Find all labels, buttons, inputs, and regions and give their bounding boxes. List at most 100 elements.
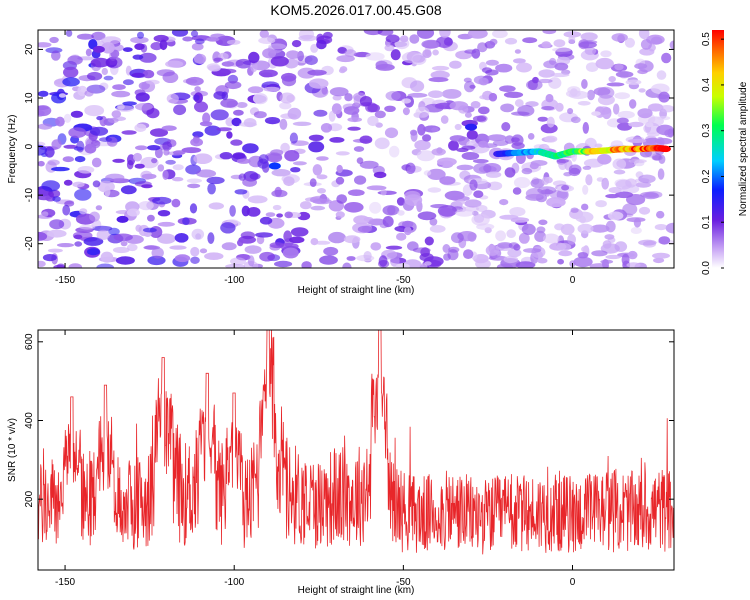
heatmap-cell	[656, 116, 671, 121]
heatmap-cell	[658, 154, 666, 164]
heatmap-cell	[657, 168, 665, 180]
heatmap-cell	[120, 241, 128, 247]
heatmap-cell	[90, 57, 110, 68]
heatmap-cell	[518, 232, 530, 244]
heatmap-cell	[537, 78, 553, 84]
heatmap-cell	[134, 43, 145, 50]
heatmap-cell	[464, 80, 475, 93]
heatmap-cell	[423, 170, 432, 176]
heatmap-cell	[196, 169, 217, 178]
heatmap-cell	[83, 237, 104, 246]
heatmap-cell	[485, 69, 499, 76]
heatmap-hotspot	[465, 123, 478, 131]
heatmap-cell	[38, 144, 47, 156]
heatmap-cell	[541, 106, 555, 111]
heatmap-y-label: Frequency (Hz)	[7, 115, 18, 184]
heatmap-cell	[111, 110, 122, 118]
heatmap-cell	[48, 189, 61, 198]
heatmap-cell	[202, 112, 211, 124]
heatmap-cell	[374, 110, 386, 119]
snr-panel: -150 -100 -50 0 200 400 600 Height of straigh…	[7, 329, 675, 596]
heatmap-cell	[336, 164, 343, 174]
heatmap-cell	[432, 49, 439, 56]
heatmap-cell	[107, 58, 118, 66]
heatmap-cell	[513, 58, 526, 64]
heatmap-cell	[216, 127, 232, 132]
heatmap-cell	[112, 158, 125, 163]
heatmap-cell	[353, 146, 365, 152]
heatmap-cell	[653, 257, 665, 264]
heatmap-cell	[85, 48, 92, 57]
heatmap-cell	[190, 246, 200, 257]
heatmap-cell	[656, 70, 667, 80]
heatmap-cell	[252, 93, 268, 105]
heatmap-cell	[56, 243, 75, 248]
heatmap-cell	[191, 228, 205, 240]
heatmap-cell	[127, 243, 138, 252]
heatmap-cell	[307, 69, 327, 76]
heatmap-cell	[367, 115, 379, 127]
heatmap-cell	[143, 227, 157, 233]
heatmap-cell	[470, 101, 481, 109]
heatmap-cell	[516, 62, 532, 73]
heatmap-cell	[96, 116, 103, 121]
heatmap-cell	[134, 163, 145, 169]
heatmap-cell	[242, 177, 257, 187]
heatmap-cell	[377, 190, 397, 195]
heatmap-cell	[47, 159, 60, 166]
heatmap-cell	[292, 121, 312, 127]
heatmap-cell	[220, 98, 238, 108]
heatmap-cell	[250, 60, 258, 73]
heatmap-cell	[495, 230, 506, 242]
heatmap-cell	[440, 115, 449, 124]
heatmap-cell	[640, 39, 652, 50]
heatmap-cell	[58, 93, 66, 98]
heatmap-cell	[130, 36, 149, 44]
heatmap-cell	[581, 246, 589, 253]
heatmap-cell	[142, 69, 155, 79]
heatmap-cell	[415, 106, 430, 118]
heatmap-cell	[79, 224, 96, 230]
heatmap-cell	[112, 246, 130, 254]
heatmap-cell	[151, 158, 158, 164]
heatmap-cell	[298, 34, 317, 42]
heatmap-cell	[122, 79, 134, 86]
heatmap-cell	[280, 142, 290, 153]
heatmap-cell	[56, 263, 66, 268]
heatmap-cell	[638, 239, 657, 246]
heatmap-cell	[396, 232, 407, 241]
heatmap-cell	[612, 158, 627, 170]
heatmap-cell	[442, 244, 451, 253]
heatmap-cell	[319, 255, 338, 265]
heatmap-cell	[363, 251, 372, 261]
heatmap-cell	[259, 216, 273, 225]
heatmap-cell	[431, 127, 439, 133]
heatmap-cell	[625, 79, 642, 85]
heatmap-cell	[73, 146, 84, 151]
heatmap-cell	[577, 101, 591, 106]
heatmap-cell	[485, 171, 502, 178]
heatmap-cell	[503, 91, 524, 99]
heatmap-y-ticks: -20 -10 0 10 20	[24, 43, 674, 251]
heatmap-cell	[96, 229, 111, 240]
heatmap-cell	[504, 135, 515, 144]
heatmap-cell	[181, 147, 202, 154]
heatmap-cell	[616, 117, 629, 124]
colorbar-ticks: 0.0 0.1 0.2 0.3 0.4 0.5	[701, 32, 724, 275]
chart-title: KOM5.2026.017.00.45.G08	[270, 2, 441, 18]
heatmap-cell	[84, 105, 105, 117]
heatmap-cell	[163, 149, 170, 156]
heatmap-cell	[316, 156, 329, 161]
heatmap-cell	[523, 248, 542, 253]
heatmap-cell	[487, 134, 507, 142]
heatmap-cell	[337, 47, 348, 54]
heatmap-cell	[427, 187, 442, 193]
heatmap-cell	[218, 52, 229, 60]
heatmap-cell	[308, 134, 324, 141]
heatmap-cell	[89, 126, 109, 136]
heatmap-cell	[328, 110, 336, 122]
heatmap-cell	[661, 52, 672, 64]
heatmap-cell	[314, 240, 331, 245]
heatmap-cell	[597, 86, 615, 99]
ridge-cell	[661, 145, 671, 153]
